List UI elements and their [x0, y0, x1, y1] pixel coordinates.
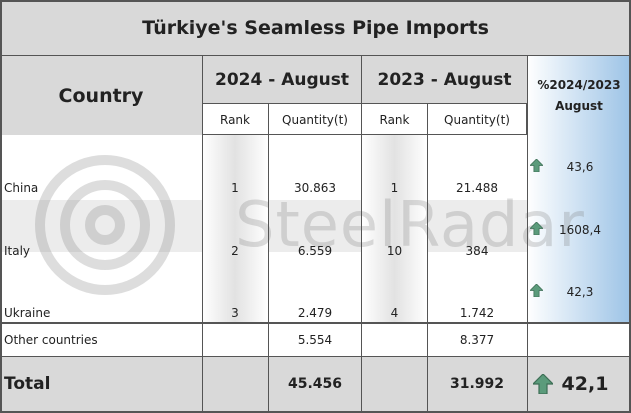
up-arrow — [530, 159, 543, 172]
rank: 4 — [390, 306, 399, 320]
subheader-bg — [202, 103, 527, 135]
sub-header: Rank — [379, 113, 410, 127]
quantity: 1.742 — [459, 306, 495, 320]
col-line — [268, 103, 269, 357]
rank: 1 — [231, 181, 239, 195]
rank: 2 — [231, 244, 239, 258]
up-arrow — [533, 374, 553, 394]
rank: 3 — [231, 306, 239, 320]
band — [0, 200, 631, 252]
col-header: 2023 - August — [377, 70, 512, 90]
watermark-logo — [35, 155, 175, 295]
rank: 1 — [390, 181, 399, 195]
col-line — [268, 357, 362, 413]
sub-header: Rank — [220, 113, 250, 127]
quantity: 5.554 — [297, 333, 333, 347]
total-change: 42,1 — [561, 373, 609, 395]
country: Ukraine — [4, 306, 51, 320]
col-border — [361, 55, 528, 357]
col-line — [427, 103, 428, 357]
country: Other countries — [4, 333, 98, 347]
quantity: 30.863 — [294, 181, 336, 195]
quantity: 2.479 — [297, 306, 333, 320]
sub-header: Quantity(t) — [282, 113, 348, 127]
total-bg — [0, 357, 631, 413]
quantity: 8.377 — [459, 333, 495, 347]
rank: 10 — [386, 244, 403, 258]
change-col — [527, 55, 631, 323]
up-arrow — [530, 222, 543, 235]
change: 1608,4 — [559, 223, 601, 237]
col-header: 2024 - August — [215, 70, 349, 90]
total-quantity: 31.992 — [449, 376, 505, 392]
col-line — [202, 357, 203, 413]
rank-col — [362, 135, 427, 323]
change: 42,3 — [566, 285, 594, 299]
quantity: 21.488 — [456, 181, 498, 195]
sub-border — [202, 103, 527, 135]
col-header: %2024/2023 — [537, 78, 621, 92]
watermark: SteelRadar — [235, 188, 585, 261]
col-header: Country — [58, 85, 144, 107]
country: China — [4, 181, 39, 195]
quantity: 6.559 — [297, 244, 333, 258]
col-line — [427, 357, 528, 413]
title: Türkiye's Seamless Pipe Imports — [142, 17, 489, 39]
total-quantity: 45.456 — [287, 376, 343, 392]
up-arrow — [530, 284, 543, 297]
rank-col — [202, 135, 268, 323]
sub-header: Quantity(t) — [444, 113, 510, 127]
total-label: Total — [4, 374, 51, 394]
country: Italy — [4, 244, 31, 258]
quantity: 384 — [465, 244, 489, 258]
change: 43,6 — [566, 160, 594, 174]
col-header: August — [555, 99, 603, 113]
